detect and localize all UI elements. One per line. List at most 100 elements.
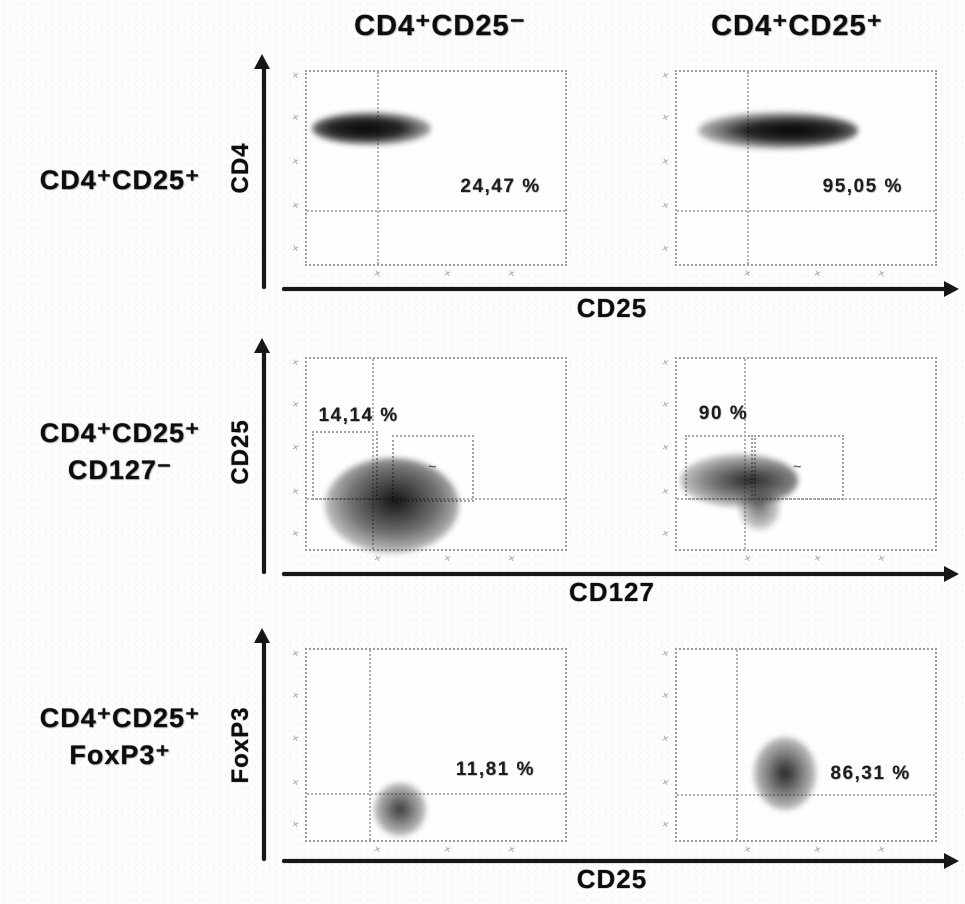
x-axis-label-row3: CD25 [576,864,648,894]
x-axis-row1 [282,287,946,291]
percent-label: 14,14 % [318,405,399,426]
row-label-cd4-cd25-cd127: CD4⁺CD25⁺ CD127⁻ [0,415,240,489]
y-axis-arrow-icon [254,628,270,643]
axis-tick-icon: × [290,485,300,499]
cell-population-cloud [374,783,426,837]
percent-label: 11,81 % [455,758,535,780]
axis-tick-icon: × [742,267,753,281]
x-axis-row2 [282,572,946,576]
axis-tick-icon: × [442,843,452,857]
plot-row3-right: 86,31 % × × × × × × × × [661,647,937,857]
x-axis-arrow-icon [944,566,959,582]
plot-row1-right: 95,05 % × × × × × × × × [661,69,937,281]
axis-tick-icon: × [290,732,300,746]
percent-label: 90 % [698,403,749,425]
plot-row1-left: 24,47 % × × × × × × × × [291,69,567,281]
axis-tick-icon: × [812,552,822,566]
axis-tick-icon: × [660,356,670,370]
axis-tick-icon: × [290,356,300,370]
y-axis-row1 [262,66,266,289]
column-header-cd4pos-cd25pos: CD4⁺CD25⁺ [711,10,883,42]
axis-tick-icon: × [660,199,670,214]
axis-tick-icon: × [507,552,517,566]
axis-tick-icon: × [290,111,300,125]
axis-tick-icon: × [877,843,887,857]
cell-population-cloud [697,112,858,149]
axis-tick-icon: × [660,527,670,541]
quadrant-vline [368,650,371,840]
x-axis-row3 [282,859,946,863]
quadrant-hline [677,210,935,213]
cell-population-cloud [312,112,431,145]
axis-tick-icon: × [877,552,887,566]
axis-tick-icon: × [660,647,670,661]
axis-tick-icon: × [660,441,670,455]
axis-tick-icon: × [372,267,383,281]
axis-tick-icon: × [442,552,452,566]
x-axis-arrow-icon [944,281,959,297]
quadrant-vline [736,650,739,840]
x-axis-label-row1: CD25 [576,293,648,323]
row-label-cd4-cd25-foxp3: CD4⁺CD25⁺ FoxP3⁺ [0,700,240,774]
gate-mark: ~ [428,457,437,474]
axis-tick-icon: × [290,441,300,455]
axis-tick-icon: × [660,69,670,83]
row-label-line2: CD127⁻ [67,455,173,485]
axis-tick-icon: × [290,155,300,169]
y-axis-label-row3: FoxP3 [227,706,254,784]
axis-tick-icon: × [290,776,300,790]
axis-tick-icon: × [290,527,300,541]
axis-tick-icon: × [660,732,670,746]
x-axis-arrow-icon [944,853,959,869]
axis-tick-icon: × [660,485,670,499]
axis-tick-icon: × [290,818,300,832]
plot-row3-left: 11,81 % × × × × × × × × [291,647,567,857]
row-label-line1: CD4⁺CD25⁺ [39,165,201,195]
axis-tick-icon: × [660,689,670,703]
percent-label: 95,05 % [822,176,903,198]
axis-tick-icon: × [742,552,753,566]
y-axis-row2 [262,350,266,574]
axis-tick-icon: × [660,776,670,790]
y-axis-row3 [262,640,266,861]
axis-tick-icon: × [742,843,753,857]
row-label-line1: CD4⁺CD25⁺ [39,703,201,733]
axis-tick-icon: × [372,843,383,857]
axis-tick-icon: × [877,267,887,281]
plot-row2-left: ~ 14,14 % × × × × × × × × [291,356,567,566]
axis-tick-icon: × [290,242,300,256]
row-label-line1: CD4⁺CD25⁺ [39,418,201,448]
column-header-cd4pos-cd25neg: CD4⁺CD25⁻ [354,10,526,42]
axis-tick-icon: × [660,818,670,832]
axis-tick-icon: × [290,199,300,214]
quadrant-vline [376,72,379,264]
y-axis-arrow-icon [254,54,270,69]
plot-row2-right: ~ 90 % × × × × × × × × [661,356,937,566]
axis-tick-icon: × [660,242,670,256]
quadrant-hline [307,210,565,213]
axis-tick-icon: × [507,843,517,857]
quadrant-hline [307,792,565,795]
percent-label: 86,31 % [830,762,911,784]
cell-population-cloud [325,457,460,553]
axis-tick-icon: × [442,267,452,281]
cell-population-cloud [754,737,817,810]
axis-tick-icon: × [660,111,670,125]
axis-tick-icon: × [372,552,383,566]
quadrant-vline [371,359,374,549]
axis-tick-icon: × [812,843,822,857]
axis-tick-icon: × [812,267,822,281]
axis-tick-icon: × [290,689,300,703]
y-axis-label-row1: CD4 [227,142,254,194]
axis-tick-icon: × [290,647,300,661]
percent-label: 24,47 % [460,176,541,198]
y-axis-label-row2: CD25 [227,419,254,485]
row-label-line2: FoxP3⁺ [69,740,171,770]
axis-tick-icon: × [290,398,300,412]
row-label-cd4-cd25: CD4⁺CD25⁺ [0,162,240,199]
quadrant-vline [746,72,749,264]
y-axis-arrow-icon [254,338,270,353]
axis-tick-icon: × [507,267,517,281]
gate-mark: ~ [793,457,802,474]
